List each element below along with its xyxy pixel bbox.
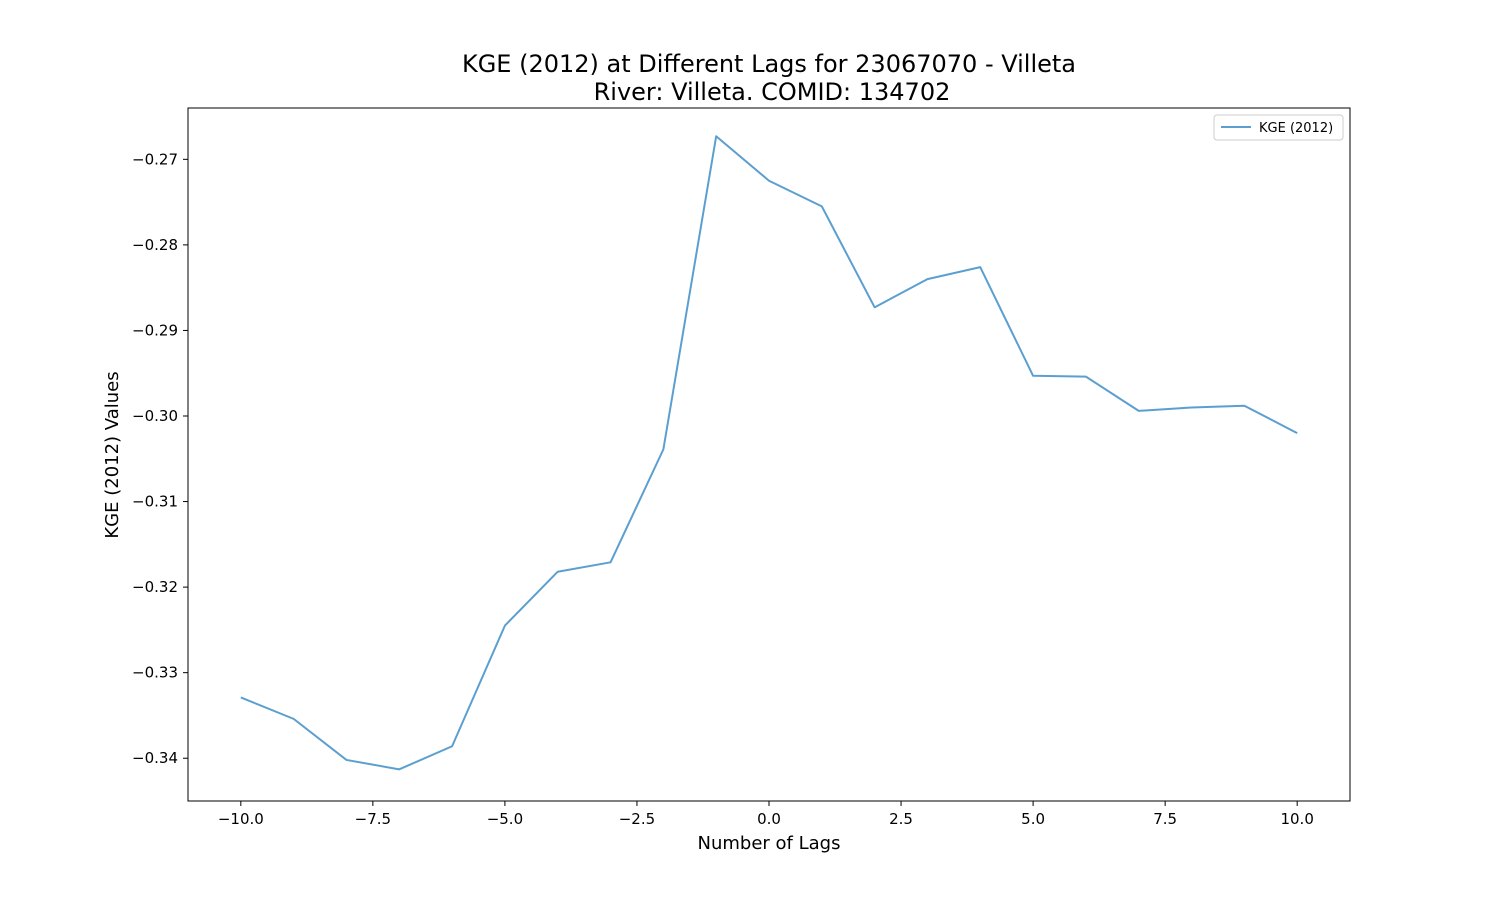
y-tick-label: −0.30 xyxy=(132,407,178,425)
legend-label: KGE (2012) xyxy=(1259,121,1333,136)
x-tick-label: 10.0 xyxy=(1280,810,1313,828)
x-tick-label: 5.0 xyxy=(1021,810,1045,828)
chart-title: KGE (2012) at Different Lags for 2306707… xyxy=(462,50,1076,78)
y-tick-label: −0.32 xyxy=(132,578,178,596)
x-tick-label: −5.0 xyxy=(487,810,523,828)
axes-frame xyxy=(187,107,1351,802)
x-axis-label: Number of Lags xyxy=(698,833,841,854)
y-tick-label: −0.33 xyxy=(132,664,178,682)
x-tick-label: −7.5 xyxy=(355,810,391,828)
y-axis-label: KGE (2012) Values xyxy=(102,371,123,538)
x-tick-label: −2.5 xyxy=(619,810,655,828)
legend: KGE (2012) xyxy=(1213,114,1344,141)
x-tick-label: 2.5 xyxy=(889,810,913,828)
y-tick-label: −0.28 xyxy=(132,236,178,254)
series-line-0 xyxy=(240,135,1298,771)
legend-box xyxy=(1213,114,1344,141)
x-tick-label: 7.5 xyxy=(1153,810,1177,828)
y-tick-label: −0.27 xyxy=(132,150,178,168)
y-tick-label: −0.31 xyxy=(132,493,178,511)
chart-subtitle: River: Villeta. COMID: 134702 xyxy=(594,78,951,106)
x-tick-label: 0.0 xyxy=(757,810,781,828)
y-tick-label: −0.29 xyxy=(132,321,178,339)
y-tick-label: −0.34 xyxy=(132,749,178,767)
plot-area: −10.0 −7.5 −5.0 −2.5 0.0 2.5 5.0 7.5 10.0 −0.27 −0… xyxy=(132,107,1351,828)
x-tick-label: −10.0 xyxy=(218,810,264,828)
